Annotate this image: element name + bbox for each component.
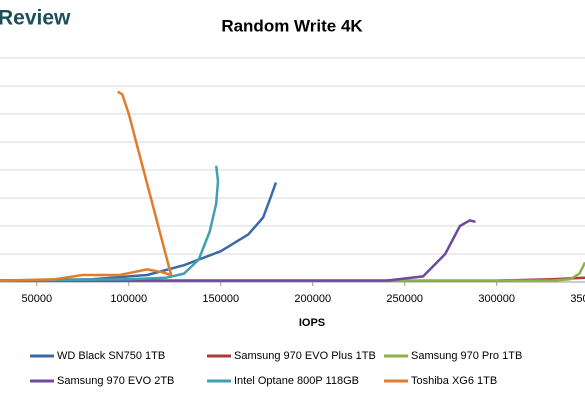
x-axis-label: IOPS	[299, 317, 325, 329]
legend-label: Toshiba XG6 1TB	[411, 375, 497, 387]
x-tick-label: 100000	[110, 293, 147, 305]
logo: Review	[0, 7, 71, 30]
legend-label: Samsung 970 EVO Plus 1TB	[234, 350, 376, 362]
legend-label: Samsung 970 EVO 2TB	[57, 375, 174, 387]
chart-title: Random Write 4K	[221, 16, 363, 35]
x-tick-label: 350000	[570, 293, 585, 305]
x-tick-label: 250000	[386, 293, 423, 305]
series-line	[0, 261, 585, 282]
legend-label: Intel Optane 800P 118GB	[234, 375, 359, 387]
series-line	[0, 219, 476, 282]
x-tick-label: 50000	[21, 293, 52, 305]
series-line	[0, 165, 220, 282]
x-tick-label: 200000	[294, 293, 331, 305]
legend-label: WD Black SN750 1TB	[57, 350, 165, 362]
series-line	[0, 90, 173, 282]
x-tick-label: 150000	[202, 293, 239, 305]
legend-label: Samsung 970 Pro 1TB	[411, 350, 522, 362]
series-line	[0, 182, 278, 282]
x-tick-label: 300000	[478, 293, 515, 305]
